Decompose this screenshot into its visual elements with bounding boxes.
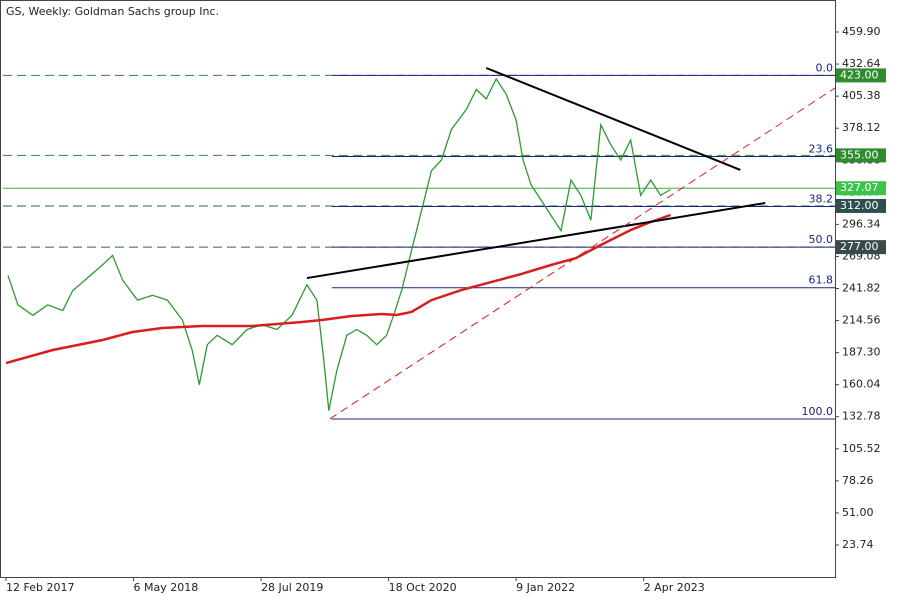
trendline [306, 202, 766, 280]
y-tick-label: 51.00 [842, 506, 874, 519]
price-box [836, 68, 886, 83]
trendline [329, 87, 836, 420]
price-box [836, 198, 886, 213]
fib-label: 100.0 [802, 405, 834, 418]
fib-label: 0.0 [816, 61, 834, 74]
y-tick-label: 241.82 [842, 282, 881, 295]
y-tick-label: 378.12 [842, 121, 881, 134]
fib-label: 61.8 [809, 274, 834, 287]
price-box [836, 240, 886, 255]
y-tick-label: 23.74 [842, 538, 874, 551]
x-tick-label: 6 May 2018 [134, 581, 199, 594]
trendline [485, 67, 741, 171]
y-tick-label: 432.64 [842, 57, 881, 70]
price-box-label: 327.07 [840, 181, 879, 194]
fib-label: 23.6 [809, 143, 834, 156]
x-tick-label: 9 Jan 2022 [516, 581, 575, 594]
price-box [836, 181, 886, 196]
x-tick-label: 18 Oct 2020 [389, 581, 457, 594]
price-box-label: 423.00 [840, 68, 879, 81]
plot-frame [0, 0, 836, 578]
x-tick-label: 28 Jul 2019 [261, 581, 323, 594]
moving-average [5, 213, 672, 365]
y-tick-label: 187.30 [842, 346, 881, 359]
y-tick-label: 105.52 [842, 442, 881, 455]
price-box-label: 312.00 [840, 199, 879, 212]
y-tick-label: 459.90 [842, 25, 881, 38]
y-tick-label: 214.56 [842, 314, 881, 327]
y-tick-label: 132.78 [842, 410, 881, 423]
fib-label: 50.0 [809, 233, 834, 246]
x-tick-label: 2 Apr 2023 [644, 581, 705, 594]
fib-label: 38.2 [809, 193, 834, 206]
chart-title: GS, Weekly: Goldman Sachs group Inc. [6, 5, 219, 18]
price-box [836, 148, 886, 163]
y-tick-label: 160.04 [842, 378, 881, 391]
price-box-label: 277.00 [840, 240, 879, 253]
y-tick-label: 78.26 [842, 474, 874, 487]
price-box-label: 355.00 [840, 148, 879, 161]
y-tick-label: 405.38 [842, 89, 881, 102]
x-tick-label: 12 Feb 2017 [6, 581, 74, 594]
y-tick-label: 296.34 [842, 217, 881, 230]
price-line [7, 77, 671, 411]
